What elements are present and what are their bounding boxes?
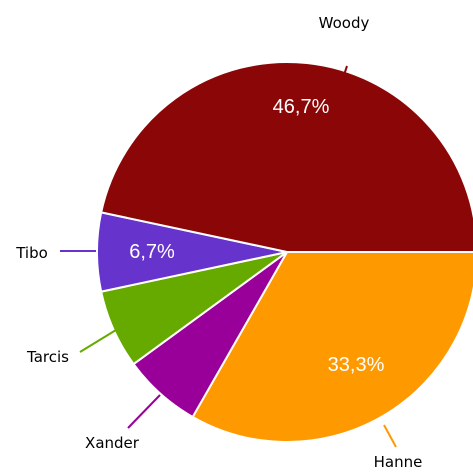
leader-line-hanne (383, 424, 397, 448)
slice-label-xander: Xander (85, 434, 140, 452)
slice-value-label-tibo: 6,7% (129, 241, 175, 263)
pie-slice-hanne (191, 251, 473, 443)
slice-label-hanne: Hanne (374, 453, 423, 471)
slice-value-label-woody: 46,7% (273, 96, 330, 118)
leader-line-woody (336, 65, 348, 97)
slice-label-tarcis: Tarcis (26, 348, 69, 366)
slice-label-tibo: Tibo (15, 244, 48, 262)
pie-slice-woody (99, 61, 473, 253)
leader-line-tarcis (79, 329, 117, 353)
slice-value-label-hanne: 33,3% (328, 354, 385, 376)
slice-label-woody: Woody (319, 14, 370, 32)
leader-line-xander (127, 394, 161, 429)
